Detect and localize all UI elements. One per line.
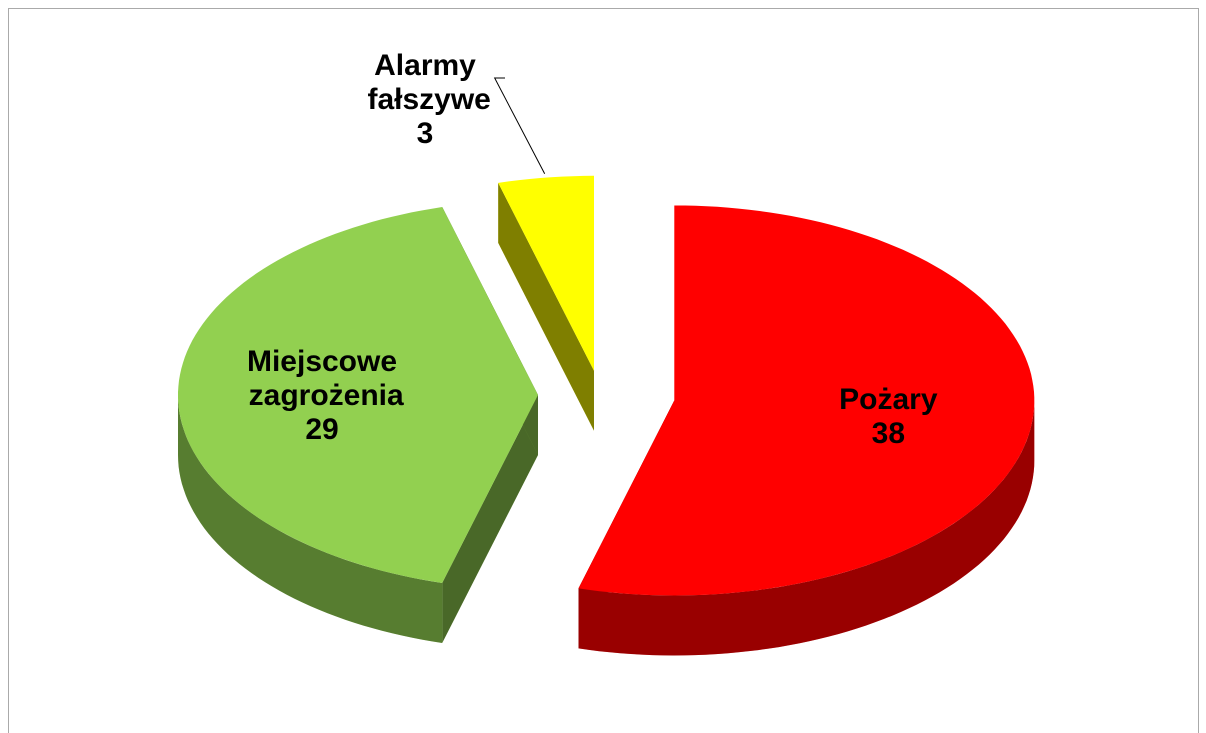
- slice-side: [578, 400, 1035, 656]
- slice-shade: [578, 400, 1035, 656]
- slice-value: 3: [417, 117, 434, 150]
- slice-shade: [178, 395, 443, 643]
- slice-shade: [498, 182, 594, 431]
- slice: [498, 175, 594, 431]
- slice-label: Alarmy fałszywe: [359, 49, 491, 116]
- slice-label: Miejscowe zagrożenia: [240, 345, 404, 412]
- slice: [178, 207, 538, 643]
- slice-value: 29: [305, 413, 338, 446]
- slice-top: [578, 205, 1035, 596]
- slice-label: Pożary: [839, 383, 938, 416]
- slice-shade: [442, 395, 538, 643]
- leader-line: [493, 77, 546, 174]
- slice: [578, 205, 1035, 656]
- slice-side: [178, 395, 443, 643]
- slice-top: [498, 175, 594, 371]
- slice-value: 38: [872, 417, 905, 450]
- slice-top: [178, 207, 538, 583]
